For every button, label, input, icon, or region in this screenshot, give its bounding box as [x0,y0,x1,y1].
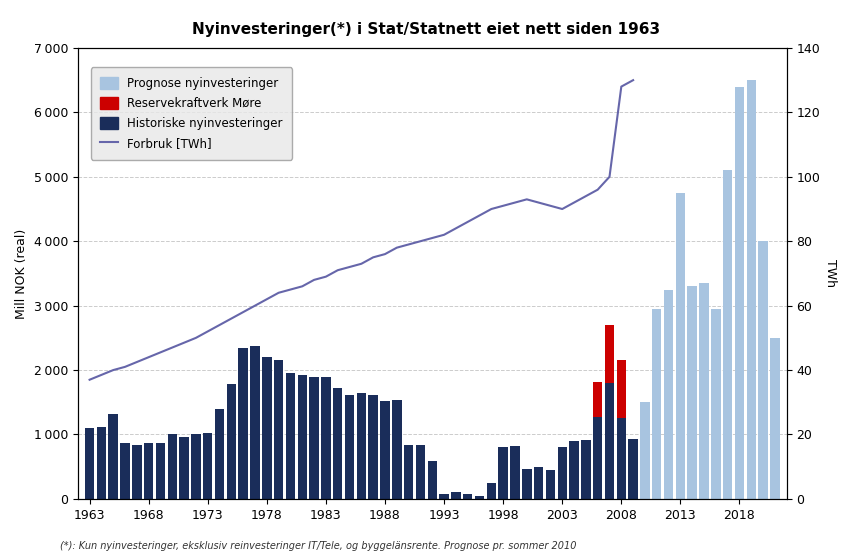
Bar [250,345,260,499]
Bar [605,383,614,499]
Legend: Prognose nyinvesteringer, Reservekraftverk Møre, Historiske nyinvesteringer, For: Prognose nyinvesteringer, Reservekraftve… [91,68,292,160]
Bar [593,382,602,417]
Bar [534,467,544,499]
Bar [545,470,556,499]
Bar [203,433,212,499]
Bar [711,309,721,499]
Bar [440,494,449,499]
Bar [699,283,709,499]
Bar [522,470,532,499]
Bar [723,170,733,499]
Bar [498,447,508,499]
Bar [688,286,697,499]
Bar [475,496,484,499]
Bar [180,437,189,499]
Bar [156,443,165,499]
Bar [392,400,401,499]
Bar [486,484,496,499]
Y-axis label: TWh: TWh [824,259,837,287]
Bar [629,439,638,499]
Bar [285,373,295,499]
Bar [569,441,579,499]
Text: (*): Kun nyinvesteringer, eksklusiv reinvesteringer IT/Tele, og byggelänsrente. : (*): Kun nyinvesteringer, eksklusiv rein… [60,541,576,551]
Bar [168,434,177,499]
Bar [404,446,413,499]
Bar [309,377,319,499]
Bar [416,445,425,499]
Bar [85,428,95,499]
Bar [357,394,366,499]
Bar [617,361,626,418]
Bar [452,492,461,499]
Bar [321,377,331,499]
Bar [120,443,130,499]
Bar [605,325,614,383]
Bar [652,309,661,499]
Bar [734,87,744,499]
Bar [191,434,201,499]
Bar [215,409,224,499]
Bar [227,384,236,499]
Bar [758,241,768,499]
Bar [333,388,343,499]
Bar [428,461,437,499]
Bar [262,357,272,499]
Bar [581,439,590,499]
Bar [557,447,567,499]
Bar [297,375,307,499]
Bar [510,446,520,499]
Bar [664,290,673,499]
Bar [144,443,153,499]
Bar [274,361,284,499]
Bar [380,401,389,499]
Bar [96,427,106,499]
Bar [770,338,780,499]
Bar [617,418,626,499]
Bar [108,414,118,499]
Bar [593,417,602,499]
Bar [640,402,650,499]
Y-axis label: Mill NOK (real): Mill NOK (real) [15,228,28,319]
Bar [239,348,248,499]
Bar [345,395,354,499]
Bar [463,494,472,499]
Bar [132,445,141,499]
Bar [676,193,685,499]
Text: Nyinvesteringer(*) i Stat/Statnett eiet nett siden 1963: Nyinvesteringer(*) i Stat/Statnett eiet … [192,22,660,37]
Bar [368,395,378,499]
Bar [746,80,756,499]
